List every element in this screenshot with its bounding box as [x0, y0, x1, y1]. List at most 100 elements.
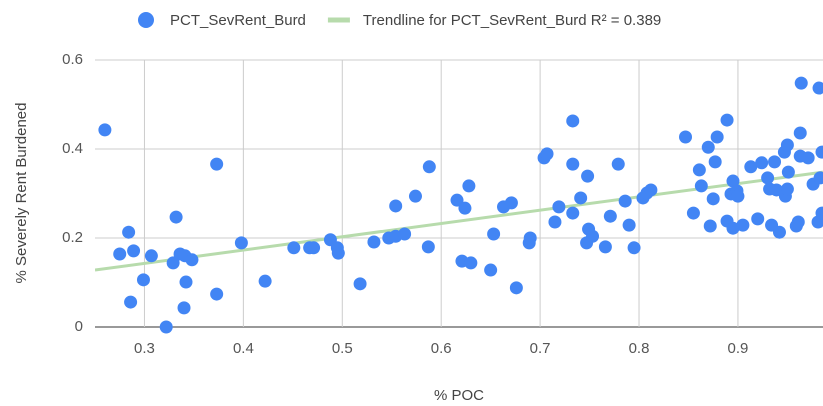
x-tick-label: 0.4	[233, 340, 254, 357]
scatter-point	[487, 227, 501, 241]
scatter-point	[566, 157, 580, 171]
scatter-point	[504, 196, 518, 210]
scatter-point	[258, 274, 272, 288]
scatter-point	[234, 236, 248, 250]
y-tick-label: 0.2	[62, 229, 83, 246]
scatter-point	[462, 179, 476, 193]
scatter-point	[566, 206, 580, 220]
scatter-point	[422, 160, 436, 174]
scatter-point	[458, 201, 472, 215]
scatter-point	[389, 199, 403, 213]
scatter-point	[611, 157, 625, 171]
x-tick-label: 0.8	[629, 340, 650, 357]
x-tick-label: 0.6	[431, 340, 452, 357]
scatter-point	[185, 253, 199, 267]
scatter-point	[408, 189, 422, 203]
scatter-point	[581, 169, 595, 183]
scatter-point	[781, 165, 795, 179]
scatter-point	[703, 219, 717, 233]
scatter-point	[523, 231, 537, 245]
scatter-point	[136, 273, 150, 287]
scatter-point	[540, 147, 554, 161]
x-tick-label: 0.5	[332, 340, 353, 357]
scatter-point	[686, 206, 700, 220]
scatter-point	[627, 241, 641, 255]
scatter-point	[367, 235, 381, 249]
scatter-point	[210, 287, 224, 301]
scatter-point	[331, 246, 345, 260]
scatter-point	[793, 126, 807, 140]
scatter-point	[780, 138, 794, 152]
x-tick-label: 0.7	[530, 340, 551, 357]
scatter-point	[122, 225, 136, 239]
scatter-point	[484, 263, 498, 277]
scatter-point	[603, 209, 617, 223]
scatter-point	[815, 145, 823, 159]
scatter-point	[169, 210, 183, 224]
scatter-point	[801, 151, 815, 165]
scatter-point	[644, 183, 658, 197]
scatter-point	[586, 229, 600, 243]
scatter-point	[113, 247, 127, 261]
legend-label: Trendline for PCT_SevRent_Burd R² = 0.38…	[363, 12, 661, 29]
scatter-point	[772, 225, 786, 239]
scatter-point	[307, 241, 321, 255]
scatter-point	[755, 156, 769, 170]
scatter-point	[548, 215, 562, 229]
scatter-point	[574, 191, 588, 205]
scatter-point	[815, 206, 823, 220]
scatter-point	[144, 249, 158, 263]
scatter-point	[166, 256, 180, 270]
scatter-point	[761, 171, 775, 185]
scatter-point	[694, 179, 708, 193]
legend-label: PCT_SevRent_Burd	[170, 12, 306, 29]
scatter-point	[618, 194, 632, 208]
scatter-point	[177, 301, 191, 315]
scatter-point	[464, 256, 478, 270]
y-tick-label: 0.4	[62, 140, 83, 157]
scatter-point	[720, 113, 734, 127]
x-tick-label: 0.9	[728, 340, 749, 357]
scatter-point	[710, 130, 724, 144]
scatter-point	[210, 157, 224, 171]
scatter-point	[726, 221, 740, 235]
scatter-point	[726, 174, 740, 188]
scatter-point	[159, 320, 173, 334]
scatter-point	[566, 114, 580, 128]
scatter-point	[552, 200, 566, 214]
scatter-point	[731, 189, 745, 203]
y-tick-label: 0	[75, 318, 83, 335]
scatter-point	[179, 275, 193, 289]
scatter-point	[98, 123, 112, 137]
scatter-point	[421, 240, 435, 254]
scatter-point	[622, 218, 636, 232]
legend: PCT_SevRent_Burd Trendline for PCT_SevRen…	[138, 12, 661, 29]
scatter-point	[124, 295, 138, 309]
scatter-point	[692, 163, 706, 177]
y-axis-title: % Severely Rent Burdened	[13, 103, 30, 284]
scatter-point	[791, 215, 805, 229]
scatter-point	[509, 281, 523, 295]
y-tick-label: 0.6	[62, 51, 83, 68]
legend-swatch	[138, 12, 154, 28]
scatter-point	[708, 155, 722, 169]
scatter-point	[353, 277, 367, 291]
scatter-point	[450, 193, 464, 207]
scatter-point	[794, 76, 808, 90]
scatter-point	[287, 241, 301, 255]
scatter-point	[706, 192, 720, 206]
scatter-point	[398, 227, 412, 241]
scatter-point	[812, 81, 823, 95]
scatter-point	[127, 244, 141, 258]
scatter-point	[780, 182, 794, 196]
grid	[95, 59, 823, 328]
scatter-point	[598, 240, 612, 254]
plot-area	[95, 76, 823, 334]
scatter-point	[744, 160, 758, 174]
scatter-point	[736, 218, 750, 232]
scatter-point	[751, 212, 765, 226]
scatter-point	[679, 130, 693, 144]
scatter-point	[768, 155, 782, 169]
